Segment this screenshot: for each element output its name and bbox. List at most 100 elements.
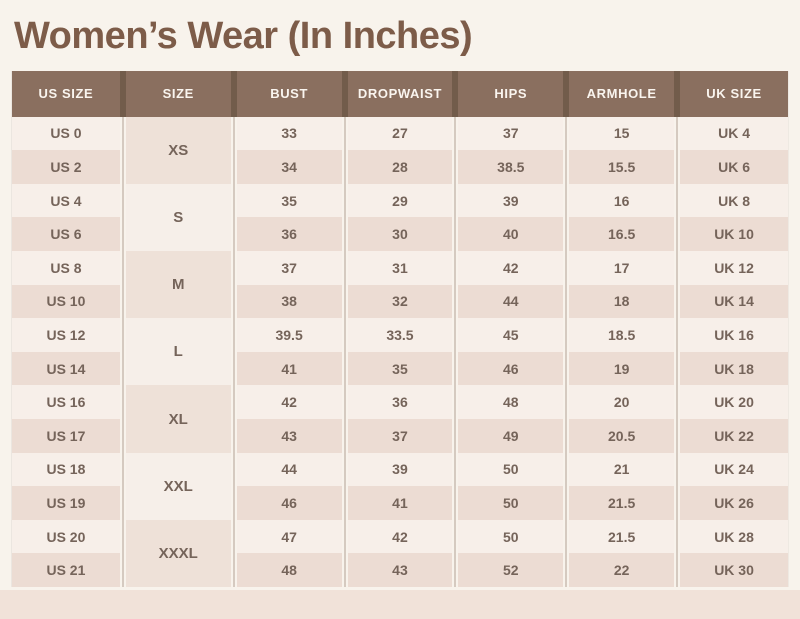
cell-hips: 37 <box>452 116 567 151</box>
cell-size-group: XXL <box>119 452 234 520</box>
table-row: US 16 XL 42 36 48 20 UK 20 <box>12 385 788 453</box>
cell-us-size: US 16 <box>12 385 123 420</box>
cell-armhole: 16 <box>563 183 678 218</box>
cell-us-size: US 2 <box>12 150 123 184</box>
cell-dropwaist: 43 <box>341 553 456 587</box>
cell-bust: 41 <box>230 351 345 386</box>
cell-hips: 40 <box>452 217 567 252</box>
cell-uk: UK 18 <box>674 351 788 386</box>
cell-us-size: US 0 <box>12 116 123 151</box>
cell-armhole: 21 <box>563 452 678 487</box>
cell-dropwaist: 29 <box>341 183 456 218</box>
cell-hips: 46 <box>452 351 567 386</box>
table-row: US 4 S 35 29 39 16 UK 8 <box>12 183 788 252</box>
cell-dropwaist: 28 <box>341 150 456 184</box>
cell-bust: 36 <box>230 217 345 252</box>
page-title: Women’s Wear (In Inches) <box>14 15 473 57</box>
cell-us-size: US 12 <box>12 318 123 352</box>
page: Women’s Wear (In Inches) US SIZE SIZE BUST… <box>0 15 800 619</box>
cell-uk: UK 6 <box>674 150 788 184</box>
cell-hips: 39 <box>452 183 567 218</box>
cell-dropwaist: 27 <box>341 116 456 151</box>
cell-us-size: US 18 <box>12 452 123 487</box>
cell-bust: 35 <box>230 183 345 218</box>
table-row: US 10 38 32 44 18 UK 14 <box>12 284 788 319</box>
cell-us-size: US 19 <box>12 486 123 520</box>
cell-armhole: 15.5 <box>563 150 678 184</box>
cell-uk: UK 8 <box>674 183 788 218</box>
cell-bust: 47 <box>230 519 345 554</box>
cell-bust: 44 <box>230 452 345 487</box>
bottom-band <box>0 590 800 619</box>
cell-uk: UK 22 <box>674 419 788 453</box>
cell-armhole: 19 <box>563 351 678 386</box>
cell-hips: 49 <box>452 419 567 453</box>
cell-size-group: S <box>119 183 234 252</box>
cell-dropwaist: 37 <box>341 419 456 453</box>
cell-dropwaist: 41 <box>341 486 456 520</box>
cell-uk: UK 12 <box>674 251 788 285</box>
cell-dropwaist: 31 <box>341 251 456 285</box>
cell-bust: 33 <box>230 116 345 151</box>
cell-hips: 50 <box>452 486 567 520</box>
cell-dropwaist: 39 <box>341 452 456 487</box>
cell-us-size: US 20 <box>12 519 123 554</box>
header-cell-us-size: US SIZE <box>12 70 123 117</box>
cell-uk: UK 28 <box>674 519 788 554</box>
table-row: US 8 M 37 31 42 17 UK 12 <box>12 251 788 319</box>
table-row: US 19 46 41 50 21.5 UK 26 <box>12 486 788 520</box>
cell-bust: 42 <box>230 385 345 420</box>
cell-hips: 50 <box>452 519 567 554</box>
cell-hips: 38.5 <box>452 150 567 184</box>
cell-hips: 44 <box>452 284 567 319</box>
cell-armhole: 21.5 <box>563 519 678 554</box>
cell-hips: 42 <box>452 251 567 285</box>
size-chart: US SIZE SIZE BUST DROPWAIST HIPS ARMHOLE UK SI… <box>12 70 788 587</box>
cell-us-size: US 10 <box>12 284 123 319</box>
cell-dropwaist: 42 <box>341 519 456 554</box>
table-row: US 14 41 35 46 19 UK 18 <box>12 351 788 386</box>
cell-size-group: M <box>119 251 234 319</box>
cell-armhole: 18 <box>563 284 678 319</box>
cell-dropwaist: 36 <box>341 385 456 420</box>
cell-uk: UK 14 <box>674 284 788 319</box>
cell-size-group: XXXL <box>119 519 234 587</box>
cell-uk: UK 26 <box>674 486 788 520</box>
table-row: US 12 L 39.5 33.5 45 18.5 UK 16 <box>12 318 788 386</box>
header-cell-armhole: ARMHOLE <box>563 70 678 117</box>
cell-hips: 50 <box>452 452 567 487</box>
cell-bust: 48 <box>230 553 345 587</box>
cell-dropwaist: 33.5 <box>341 318 456 352</box>
table-row: US 0 XS 33 27 37 15 UK 4 <box>12 116 788 184</box>
cell-bust: 38 <box>230 284 345 319</box>
cell-bust: 39.5 <box>230 318 345 352</box>
cell-uk: UK 24 <box>674 452 788 487</box>
cell-us-size: US 8 <box>12 251 123 285</box>
cell-bust: 37 <box>230 251 345 285</box>
table-header: US SIZE SIZE BUST DROPWAIST HIPS ARMHOLE UK SI… <box>12 70 788 117</box>
cell-dropwaist: 30 <box>341 217 456 252</box>
cell-armhole: 22 <box>563 553 678 587</box>
cell-size-group: L <box>119 318 234 386</box>
cell-us-size: US 6 <box>12 217 123 252</box>
cell-hips: 45 <box>452 318 567 352</box>
cell-uk: UK 16 <box>674 318 788 352</box>
header-cell-hips: HIPS <box>452 70 567 117</box>
cell-uk: UK 10 <box>674 217 788 252</box>
cell-size-group: XS <box>119 116 234 184</box>
cell-armhole: 16.5 <box>563 217 678 252</box>
cell-size-group: XL <box>119 385 234 453</box>
cell-armhole: 20.5 <box>563 419 678 453</box>
header-cell-bust: BUST <box>230 70 345 117</box>
header-cell-uk-size: UK SIZE <box>674 70 788 117</box>
cell-armhole: 20 <box>563 385 678 420</box>
cell-uk: UK 30 <box>674 553 788 587</box>
cell-hips: 48 <box>452 385 567 420</box>
cell-dropwaist: 35 <box>341 351 456 386</box>
cell-us-size: US 17 <box>12 419 123 453</box>
table-row: US 6 36 30 40 16.5 UK 10 <box>12 217 788 252</box>
cell-us-size: US 14 <box>12 351 123 386</box>
cell-us-size: US 4 <box>12 183 123 218</box>
cell-bust: 46 <box>230 486 345 520</box>
table-row: US 2 34 28 38.5 15.5 UK 6 <box>12 150 788 184</box>
